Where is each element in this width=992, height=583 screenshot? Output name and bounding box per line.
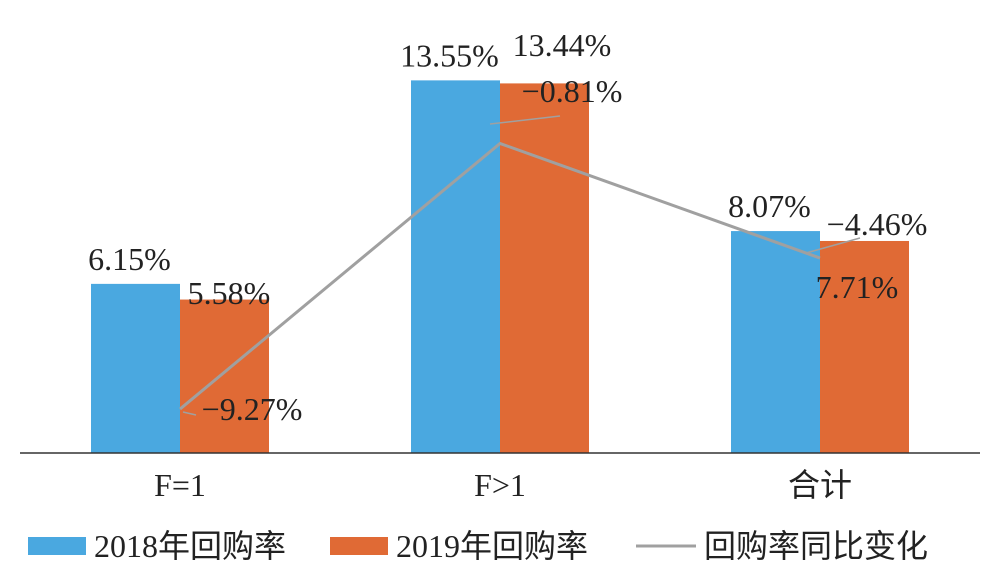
leader-line-2 bbox=[805, 237, 861, 254]
data-label-2018-0: 6.15% bbox=[88, 241, 171, 277]
data-label-change-0: −9.27% bbox=[202, 391, 303, 427]
x-tick-label-1: F>1 bbox=[474, 467, 526, 503]
x-tick-labels: F=1 F>1 合计 bbox=[154, 467, 852, 503]
bar-2018-2 bbox=[731, 231, 820, 453]
x-tick-label-0: F=1 bbox=[154, 467, 206, 503]
bar-2019-0 bbox=[180, 299, 269, 453]
line-layer bbox=[179, 141, 821, 411]
data-labels: 6.15% 13.55% 8.07% 5.58% 13.44% 7.71% −9.27% −0… bbox=[88, 27, 927, 427]
data-label-change-2: −4.46% bbox=[827, 206, 928, 242]
bar-2018-0 bbox=[91, 283, 180, 453]
bar-2019-2 bbox=[820, 240, 909, 453]
legend-label-2019: 2019年回购率 bbox=[396, 528, 588, 564]
leader-line-0 bbox=[182, 411, 197, 416]
legend-label-change: 回购率同比变化 bbox=[704, 528, 928, 564]
data-label-2018-2: 8.07% bbox=[728, 188, 811, 224]
data-label-2019-0: 5.58% bbox=[188, 275, 271, 311]
data-label-2019-2: 7.71% bbox=[816, 269, 899, 305]
data-label-change-1: −0.81% bbox=[522, 73, 623, 109]
data-label-2018-1: 13.55% bbox=[400, 37, 499, 73]
legend-label-2018: 2018年回购率 bbox=[94, 528, 286, 564]
x-tick-label-2: 合计 bbox=[788, 467, 852, 503]
legend-swatch-2018 bbox=[28, 537, 86, 555]
legend: 2018年回购率 2019年回购率 回购率同比变化 bbox=[28, 528, 928, 564]
legend-swatch-2019 bbox=[330, 537, 388, 555]
data-label-2019-1: 13.44% bbox=[513, 27, 612, 63]
bar-2018-1 bbox=[411, 80, 500, 453]
leader-line-1 bbox=[489, 115, 561, 125]
bar-2019-1 bbox=[500, 83, 589, 454]
bar-layer bbox=[91, 80, 909, 454]
